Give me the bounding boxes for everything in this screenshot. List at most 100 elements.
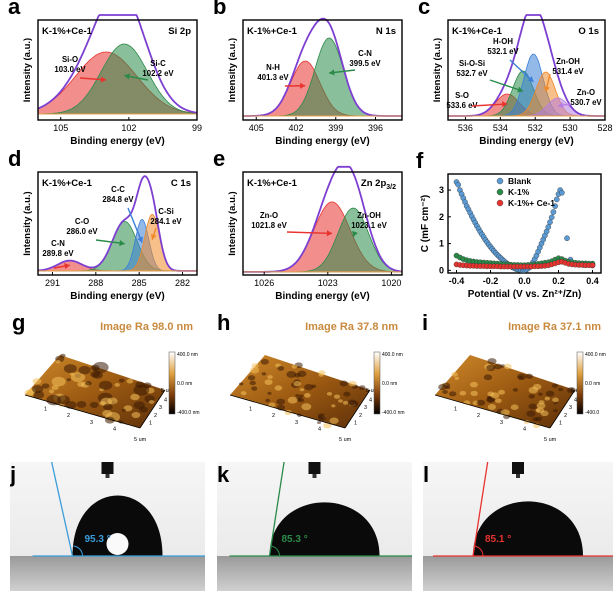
xps-panel-si2p: 105 102 99 Binding energy (eV) Intensity (a.… [0, 0, 205, 152]
core-level-title: C 1s [171, 178, 191, 189]
x-tick-label: 288 [88, 278, 103, 288]
y-axis-label: Intensity (a.u.) [432, 38, 443, 102]
colorbar [576, 351, 584, 415]
contact-angle-panel-k: 85.3 ° k [217, 462, 412, 591]
svg-text:2: 2 [564, 413, 567, 419]
colorbar-max: 400.0 nm [585, 352, 606, 358]
contact-angle-image-svg: 95.3 ° [10, 462, 205, 591]
plot-frame [37, 19, 198, 121]
data-point [564, 235, 570, 242]
svg-text:3: 3 [295, 420, 298, 426]
svg-text:1: 1 [149, 420, 152, 426]
envelope-line [37, 175, 197, 272]
afm-axis-label: 5 um [161, 388, 174, 394]
x-axis-label: Binding energy (eV) [275, 136, 369, 147]
colorbar-mid: 0.0 nm [382, 381, 397, 387]
svg-text:3: 3 [500, 420, 503, 426]
data-point [589, 262, 596, 269]
data-point [550, 209, 557, 215]
x-axis-label: Binding energy (eV) [479, 136, 573, 147]
x-tick-label: 536 [458, 123, 473, 133]
plot-frame [242, 19, 403, 121]
x-tick-label: 0.4 [586, 276, 599, 286]
svg-text:2: 2 [477, 413, 480, 419]
needle [101, 462, 114, 474]
data-point [455, 181, 462, 188]
panel-letter: e [213, 146, 226, 171]
data-point [552, 203, 558, 209]
svg-text:Si-C: Si-C [150, 59, 166, 68]
contact-angle-value: 85.3 ° [282, 534, 308, 545]
substrate [423, 556, 613, 591]
panel-letter: i [422, 310, 429, 335]
core-level-title: Si 2p [168, 26, 191, 37]
colorbar-mid: 0.0 nm [585, 381, 600, 387]
xps-chart-svg: 536 534 532 530 528 Binding energy (eV) Intens… [432, 14, 613, 147]
afm-axis-label: 5 um [366, 388, 379, 394]
x-tick-label: -0.4 [449, 276, 465, 286]
svg-text:1: 1 [454, 407, 457, 413]
xps-chart-svg: 291 288 285 282 Binding energy (eV) Intensity… [22, 171, 198, 302]
panel-letter: k [217, 462, 230, 487]
svg-text:Blank: Blank [508, 176, 531, 186]
x-tick-label: 1026 [254, 278, 274, 288]
x-tick-label: 291 [45, 278, 60, 288]
droplet [269, 502, 380, 556]
contact-angle-image-svg: 85.1 ° [423, 462, 613, 591]
svg-text:530.7 eV: 530.7 eV [570, 98, 602, 107]
svg-text:103.0 eV: 103.0 eV [54, 65, 86, 74]
plot-frame [242, 171, 403, 276]
xps-chart-svg: 105 102 99 Binding energy (eV) Intensity (a.… [22, 14, 202, 147]
colorbar [168, 351, 176, 415]
x-tick-label: 0.2 [552, 276, 565, 286]
plot-frame [37, 171, 198, 276]
y-axis-label: Intensity (a.u.) [227, 38, 238, 102]
svg-text:Zn-O: Zn-O [577, 88, 595, 97]
svg-text:4: 4 [369, 398, 372, 404]
colorbar-max: 400.0 nm [177, 352, 198, 358]
legend-entry: Blank [496, 176, 531, 186]
x-tick-label: 1020 [381, 278, 401, 288]
afm-axis-label: 5 um [134, 437, 147, 443]
sample-label: K-1%+Ce-1 [247, 26, 298, 37]
colorbar-max: 400.0 nm [382, 352, 403, 358]
svg-text:Zn-O: Zn-O [260, 211, 278, 220]
svg-text:4: 4 [523, 426, 526, 432]
svg-text:4: 4 [164, 398, 167, 404]
data-point [547, 219, 553, 225]
x-axis-label: Binding energy (eV) [70, 291, 164, 302]
series-k-1-ce-1 [453, 258, 596, 270]
core-level-title: N 1s [376, 26, 396, 37]
x-tick-label: 402 [288, 123, 303, 133]
x-tick-label: 534 [493, 123, 508, 133]
svg-text:K-1%: K-1% [508, 187, 530, 197]
svg-text:531.4 eV: 531.4 eV [552, 67, 584, 76]
data-point [559, 189, 565, 196]
y-axis-label: C (mF cm⁻²) [420, 195, 431, 253]
x-tick-label: -0.2 [483, 276, 499, 286]
panel-letter: h [217, 310, 231, 335]
legend-entry: K-1%+ Ce-1 [496, 198, 555, 208]
sample-label: K-1%+Ce-1 [247, 178, 298, 189]
xps-chart-svg: 1026 1023 1020 Binding energy (eV) Intensity… [227, 165, 403, 302]
svg-text:532.7 eV: 532.7 eV [456, 69, 488, 78]
capacitance-panel: -0.4 -0.2 0.0 0.2 0.4 0 1 2 3 Potential (V vs. Zn… [410, 148, 613, 307]
panel-letter: d [8, 146, 22, 171]
svg-text:286.0 eV: 286.0 eV [66, 227, 98, 236]
svg-text:3: 3 [364, 405, 367, 411]
y-tick-label: 0 [439, 265, 444, 275]
y-axis-label: Intensity (a.u.) [227, 191, 238, 255]
y-axis-label: Intensity (a.u.) [22, 38, 33, 102]
xps-chart-svg: 405 402 399 396 Binding energy (eV) Intensity… [227, 17, 403, 147]
svg-text:533.6 eV: 533.6 eV [446, 101, 478, 110]
x-tick-label: 0.0 [518, 276, 531, 286]
svg-text:401.3 eV: 401.3 eV [257, 73, 289, 82]
